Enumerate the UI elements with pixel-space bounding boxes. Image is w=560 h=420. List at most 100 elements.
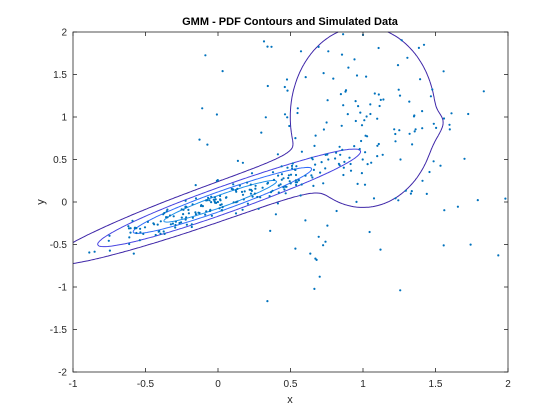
data-point bbox=[283, 188, 286, 191]
data-point bbox=[326, 224, 329, 227]
contour-line bbox=[72, 31, 444, 264]
data-point bbox=[291, 162, 294, 165]
data-point bbox=[191, 216, 194, 219]
data-point bbox=[280, 178, 283, 181]
data-point bbox=[289, 173, 293, 176]
x-tick-label: 2 bbox=[505, 379, 511, 390]
data-point bbox=[360, 139, 363, 143]
data-point bbox=[355, 200, 358, 203]
data-point bbox=[311, 176, 314, 179]
data-point bbox=[411, 143, 414, 146]
data-point bbox=[241, 193, 245, 196]
data-point bbox=[272, 178, 276, 181]
data-point bbox=[218, 207, 221, 210]
data-point bbox=[108, 249, 111, 252]
data-point bbox=[339, 93, 342, 96]
data-point bbox=[300, 150, 303, 153]
data-point bbox=[138, 239, 141, 242]
data-point bbox=[293, 168, 296, 171]
data-point bbox=[339, 153, 342, 156]
data-point bbox=[431, 88, 434, 91]
data-point bbox=[234, 212, 238, 215]
data-point bbox=[450, 112, 453, 115]
data-point bbox=[266, 300, 269, 303]
data-point bbox=[421, 110, 424, 113]
data-point bbox=[194, 197, 198, 200]
data-point bbox=[280, 173, 283, 176]
data-point bbox=[221, 70, 224, 73]
data-point bbox=[271, 171, 275, 174]
data-point bbox=[284, 192, 287, 195]
data-point bbox=[394, 132, 397, 136]
data-point bbox=[360, 124, 364, 127]
data-point bbox=[206, 143, 209, 146]
data-point bbox=[382, 98, 385, 101]
data-point bbox=[296, 107, 299, 110]
data-point bbox=[349, 169, 353, 172]
data-point bbox=[276, 202, 279, 205]
data-point bbox=[215, 113, 218, 116]
data-point bbox=[366, 163, 369, 166]
data-point bbox=[219, 199, 222, 202]
data-point bbox=[400, 39, 403, 42]
data-point bbox=[277, 174, 280, 177]
data-point bbox=[287, 174, 290, 177]
data-point bbox=[260, 131, 263, 134]
data-point bbox=[174, 223, 177, 227]
data-point bbox=[322, 182, 325, 185]
data-point bbox=[254, 184, 257, 187]
data-point bbox=[253, 192, 256, 195]
data-point bbox=[289, 182, 292, 185]
data-point bbox=[406, 56, 409, 59]
data-point bbox=[340, 53, 344, 56]
data-point bbox=[169, 223, 172, 226]
data-point bbox=[322, 244, 325, 247]
data-point bbox=[241, 208, 244, 211]
data-point bbox=[206, 199, 209, 202]
data-point bbox=[216, 200, 219, 204]
data-point bbox=[359, 111, 362, 114]
data-point bbox=[246, 181, 249, 184]
data-point bbox=[482, 90, 485, 93]
data-point bbox=[325, 121, 328, 124]
data-point bbox=[360, 172, 363, 175]
data-point bbox=[216, 179, 219, 182]
data-point bbox=[132, 252, 135, 255]
data-point bbox=[264, 116, 267, 119]
data-point bbox=[324, 167, 327, 170]
data-point bbox=[268, 195, 271, 198]
data-point bbox=[166, 216, 169, 219]
data-point bbox=[280, 165, 283, 168]
data-point bbox=[358, 147, 361, 151]
data-point bbox=[448, 128, 451, 131]
data-point bbox=[300, 183, 303, 186]
data-point bbox=[304, 219, 307, 222]
data-point bbox=[313, 287, 316, 290]
data-point bbox=[421, 179, 424, 182]
data-point bbox=[251, 195, 254, 198]
data-point bbox=[249, 183, 252, 186]
data-point bbox=[414, 128, 417, 131]
data-point bbox=[208, 209, 212, 213]
data-point bbox=[413, 130, 416, 133]
x-tick-label: 0.5 bbox=[284, 379, 298, 390]
data-point bbox=[443, 209, 446, 212]
data-point bbox=[290, 164, 294, 167]
data-point bbox=[180, 216, 183, 219]
data-point bbox=[285, 185, 288, 188]
data-point bbox=[364, 151, 367, 154]
data-point bbox=[342, 104, 345, 107]
data-point bbox=[404, 189, 407, 192]
data-point bbox=[129, 227, 132, 230]
data-point bbox=[190, 223, 193, 226]
data-point bbox=[314, 163, 317, 166]
data-point bbox=[295, 183, 298, 187]
data-point bbox=[207, 196, 210, 199]
data-point bbox=[282, 186, 285, 189]
data-point bbox=[353, 145, 356, 148]
data-point bbox=[335, 151, 338, 154]
data-point bbox=[128, 242, 131, 246]
data-point bbox=[504, 197, 507, 200]
data-point bbox=[394, 140, 397, 143]
data-point bbox=[283, 85, 286, 89]
